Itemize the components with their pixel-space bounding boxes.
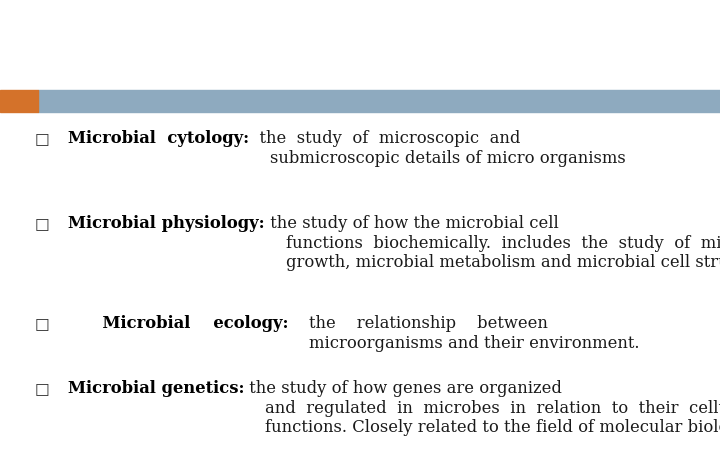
Text: the study of how the microbial cell
    functions  biochemically.  includes  the: the study of how the microbial cell func… bbox=[265, 215, 720, 271]
Text: □: □ bbox=[35, 215, 50, 232]
Bar bbox=[38, 90, 720, 112]
Text: the  study  of  microscopic  and
    submicroscopic details of micro organisms: the study of microscopic and submicrosco… bbox=[249, 130, 626, 167]
Text: the    relationship    between
    microorganisms and their environment.: the relationship between microorganisms … bbox=[289, 315, 640, 351]
Text: □: □ bbox=[35, 380, 50, 397]
Text: Microbial genetics:: Microbial genetics: bbox=[68, 380, 245, 397]
Text: Microbial physiology:: Microbial physiology: bbox=[68, 215, 265, 232]
Text: Microbial  cytology:: Microbial cytology: bbox=[68, 130, 249, 147]
Bar bbox=[0, 90, 38, 112]
Text: the study of how genes are organized
    and  regulated  in  microbes  in  relat: the study of how genes are organized and… bbox=[245, 380, 720, 436]
Text: Microbial    ecology:: Microbial ecology: bbox=[68, 315, 289, 332]
Text: □: □ bbox=[35, 130, 50, 147]
Text: □: □ bbox=[35, 315, 50, 332]
